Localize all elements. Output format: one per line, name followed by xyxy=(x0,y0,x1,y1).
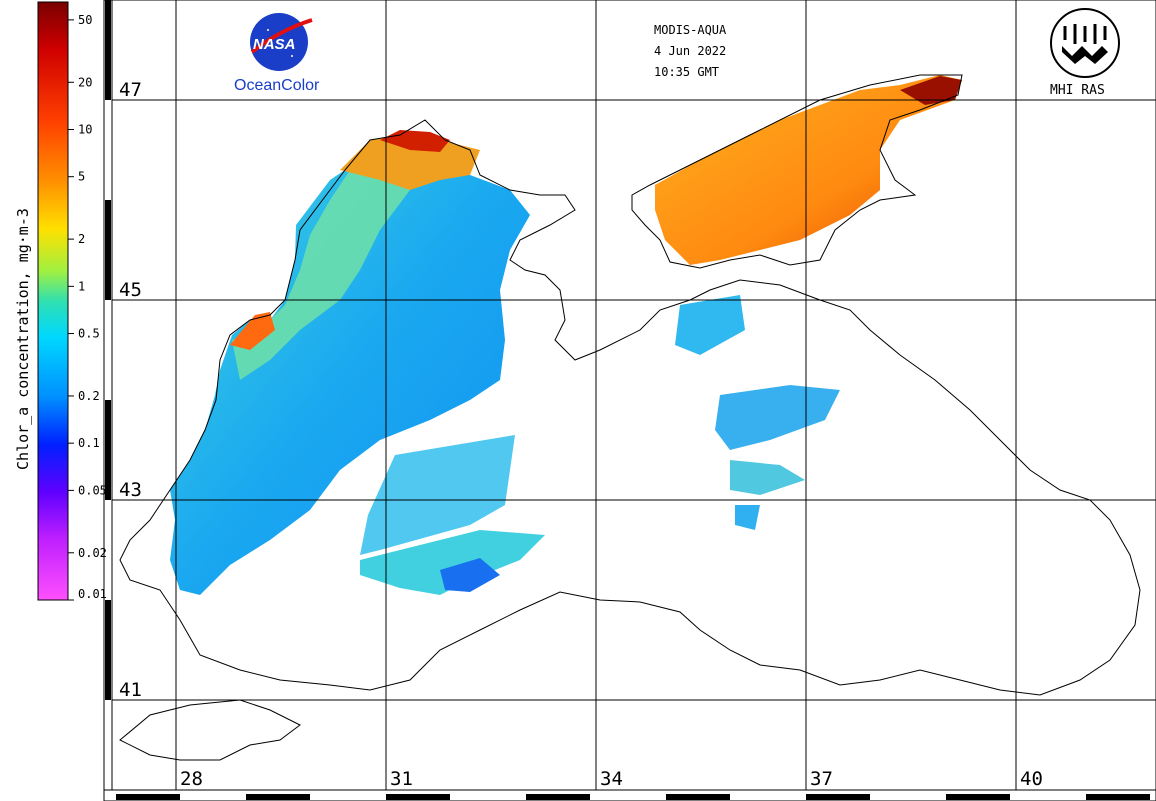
date-label: 4 Jun 2022 xyxy=(654,44,726,58)
time-label: 10:35 GMT xyxy=(654,65,719,79)
lat-label-47: 47 xyxy=(119,79,142,101)
lat-label-45: 45 xyxy=(119,279,142,301)
east-small-patch xyxy=(735,505,760,530)
colorbar-tick-label: 5 xyxy=(78,170,85,184)
colorbar-ticks: 50 20 10 5 2 1 0.5 0.2 0.1 0.05 0.02 0.01 xyxy=(68,13,107,601)
sensor-label: MODIS-AQUA xyxy=(654,23,727,37)
coastal-bloom xyxy=(232,160,410,380)
oceancolor-label: OceanColor xyxy=(234,77,320,94)
lon-label-28: 28 xyxy=(180,768,203,790)
colorbar-tick-label: 0.1 xyxy=(78,436,100,450)
colorbar-tick-label: 0.2 xyxy=(78,389,100,403)
longitude-labels: 28 31 34 37 40 xyxy=(180,768,1043,790)
image-header: MODIS-AQUA 4 Jun 2022 10:35 GMT xyxy=(654,23,727,79)
taganrog-bay xyxy=(900,76,962,105)
chlorophyll-data xyxy=(170,75,962,595)
bottom-scale-bar xyxy=(116,794,1150,800)
colorbar-tick-label: 2 xyxy=(78,232,85,246)
colorbar-tick-label: 50 xyxy=(78,13,92,27)
black-sea-coastline xyxy=(119,119,1141,696)
graticule xyxy=(112,0,1156,790)
crimea-south-patch xyxy=(675,295,745,355)
colorbar-tick-label: 20 xyxy=(78,75,92,89)
lon-label-37: 37 xyxy=(810,768,833,790)
east-south-patch xyxy=(730,460,805,495)
nasa-logo: NASA OceanColor xyxy=(234,13,320,94)
colorbar-tick-label: 0.02 xyxy=(78,546,107,560)
lon-label-31: 31 xyxy=(390,768,413,790)
lon-label-34: 34 xyxy=(600,768,623,790)
colorbar-tick-label: 10 xyxy=(78,122,92,136)
lon-label-40: 40 xyxy=(1020,768,1043,790)
danube-dnieper-plume xyxy=(340,135,480,190)
sea-of-azov xyxy=(655,75,962,265)
south-swath xyxy=(360,530,545,595)
lat-label-43: 43 xyxy=(119,479,142,501)
east-central-patch xyxy=(715,385,840,450)
colorbar-title: Chlor_a concentration, mg·m-3 xyxy=(14,208,32,470)
south-deep-patch xyxy=(440,558,500,592)
map-frame xyxy=(103,0,1156,801)
mhi-logo: MHI RAS xyxy=(1050,8,1120,98)
colorbar-tick-label: 0.01 xyxy=(78,587,107,601)
colorbar-tick-label: 1 xyxy=(78,279,85,293)
colorbar: 50 20 10 5 2 1 0.5 0.2 0.1 0.05 0.02 0.01 Chlor_a c… xyxy=(14,1,107,601)
nw-shelf-water xyxy=(170,150,530,595)
central-swath xyxy=(360,435,515,555)
latitude-labels: 47 45 43 41 xyxy=(116,77,150,701)
coastal-high-chl xyxy=(230,312,275,350)
azov-coastline xyxy=(631,74,963,269)
colorbar-tick-label: 0.05 xyxy=(78,483,107,497)
lat-label-41: 41 xyxy=(119,679,142,701)
left-scale-bar xyxy=(105,0,111,700)
marmara-coastline xyxy=(119,699,301,761)
colorbar-tick-label: 0.5 xyxy=(78,327,100,341)
svg-text:NASA: NASA xyxy=(253,36,296,53)
colorbar-gradient xyxy=(37,1,69,601)
mhi-label: MHI RAS xyxy=(1050,83,1105,98)
